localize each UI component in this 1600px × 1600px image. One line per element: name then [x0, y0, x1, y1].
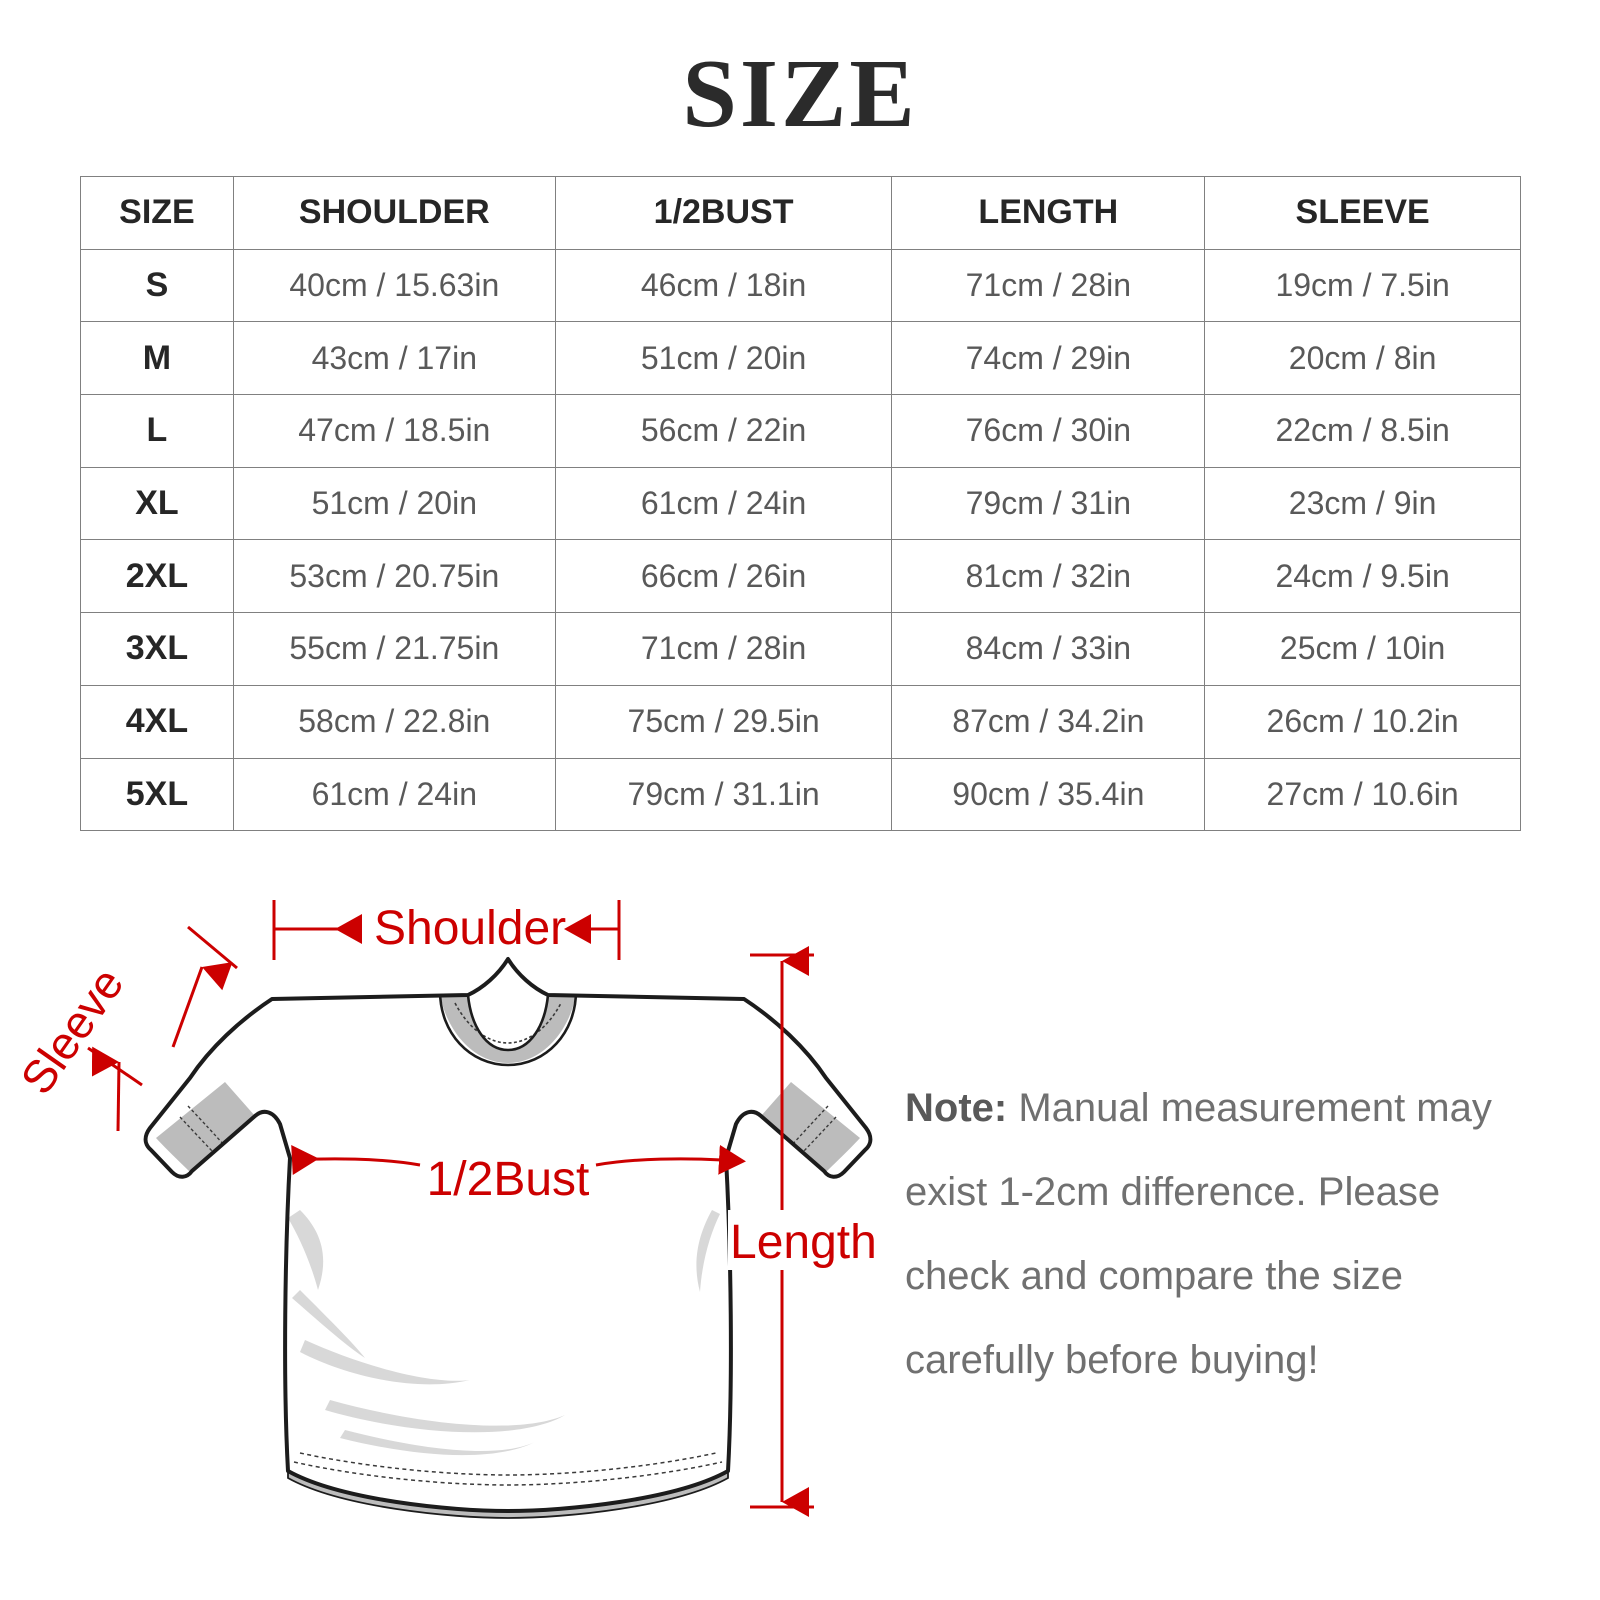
svg-text:Sleeve: Sleeve — [10, 958, 133, 1103]
svg-text:Length: Length — [730, 1216, 877, 1269]
svg-text:1/2Bust: 1/2Bust — [427, 1153, 590, 1206]
svg-text:Shoulder: Shoulder — [374, 902, 566, 955]
